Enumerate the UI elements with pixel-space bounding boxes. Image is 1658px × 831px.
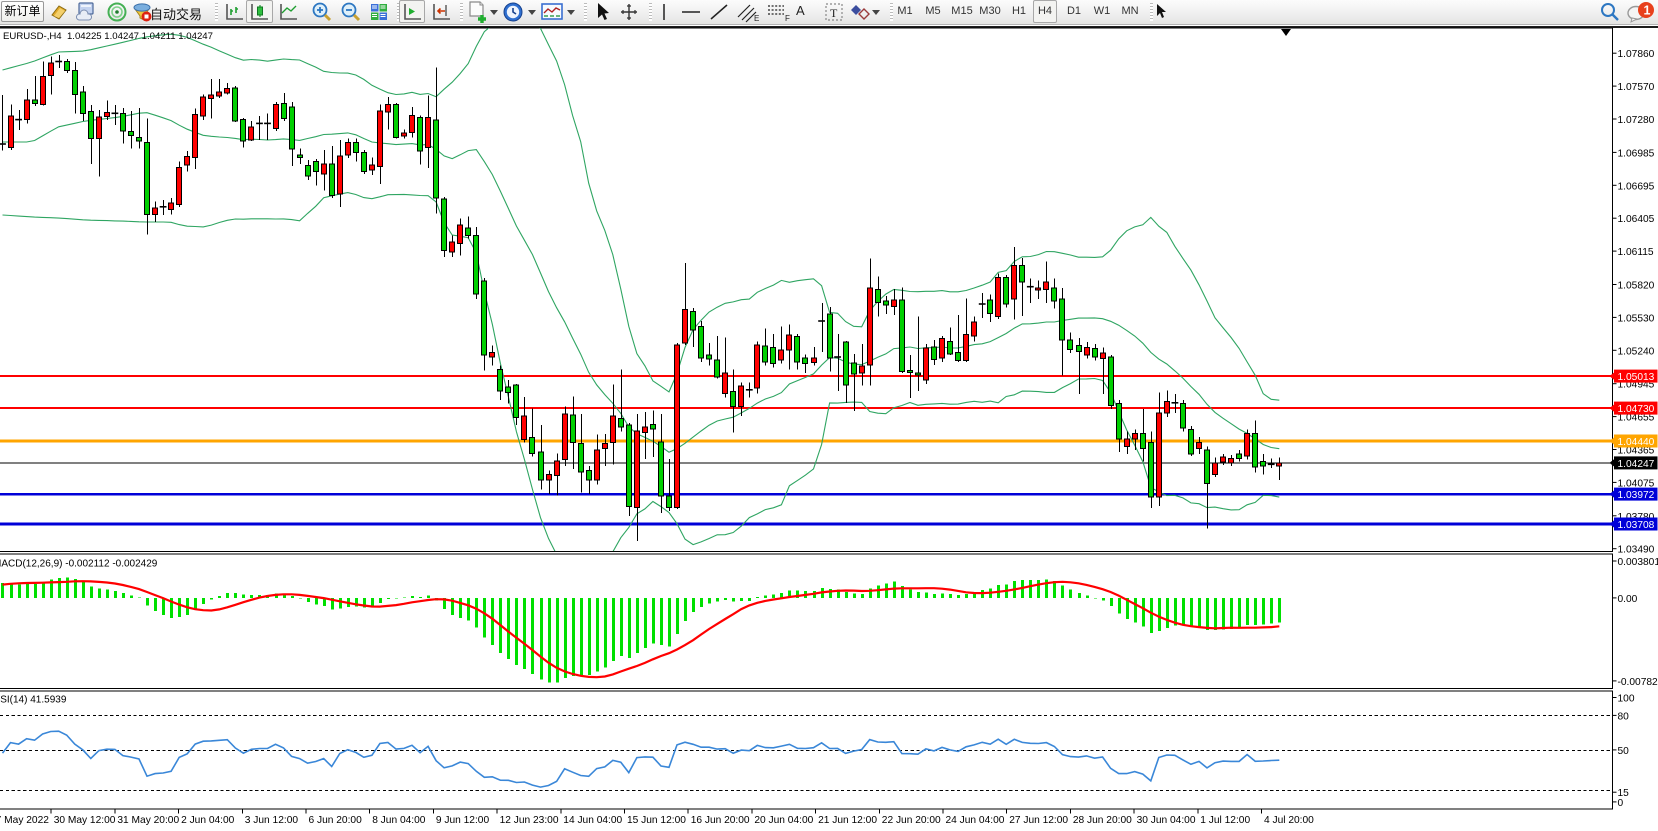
- svg-text:27 May 2022: 27 May 2022: [0, 815, 49, 826]
- svg-text:50: 50: [1618, 746, 1630, 757]
- svg-text:MACD(12,26,9) -0.002112 -0.002: MACD(12,26,9) -0.002112 -0.002429: [0, 559, 158, 570]
- svg-text:RSI(14) 41.5939: RSI(14) 41.5939: [0, 695, 67, 706]
- svg-text:31 May 20:00: 31 May 20:00: [117, 815, 179, 826]
- svg-text:1.03780: 1.03780: [1618, 512, 1655, 523]
- svg-text:1.06695: 1.06695: [1618, 181, 1655, 192]
- svg-text:2 Jun 04:00: 2 Jun 04:00: [181, 815, 235, 826]
- svg-text:14 Jun 04:00: 14 Jun 04:00: [563, 815, 622, 826]
- svg-text:0.003801: 0.003801: [1618, 557, 1658, 568]
- svg-text:T: T: [830, 6, 838, 20]
- svg-text:22 Jun 20:00: 22 Jun 20:00: [882, 815, 941, 826]
- svg-text:1.07570: 1.07570: [1618, 82, 1655, 93]
- svg-text:1.06405: 1.06405: [1618, 214, 1655, 225]
- svg-text:30 Jun 04:00: 30 Jun 04:00: [1137, 815, 1196, 826]
- svg-text:1.05820: 1.05820: [1618, 281, 1655, 292]
- svg-text:1.07280: 1.07280: [1618, 115, 1655, 126]
- svg-text:0.00: 0.00: [1618, 594, 1638, 605]
- svg-text:4 Jul 20:00: 4 Jul 20:00: [1264, 815, 1314, 826]
- svg-text:3 Jun 12:00: 3 Jun 12:00: [245, 815, 299, 826]
- svg-text:1.04730: 1.04730: [1618, 404, 1655, 415]
- svg-text:1 Jul 12:00: 1 Jul 12:00: [1200, 815, 1250, 826]
- svg-text:1.05013: 1.05013: [1618, 372, 1655, 383]
- svg-text:80: 80: [1618, 711, 1630, 722]
- svg-text:1.03708: 1.03708: [1618, 520, 1655, 531]
- svg-text:-0.007827: -0.007827: [1618, 677, 1658, 688]
- svg-text:1.04945: 1.04945: [1618, 380, 1655, 391]
- svg-text:1.04440: 1.04440: [1618, 437, 1655, 448]
- svg-text:0: 0: [1618, 798, 1624, 809]
- svg-text:F: F: [785, 14, 790, 23]
- svg-text:30 May 12:00: 30 May 12:00: [54, 815, 116, 826]
- svg-text:1.04365: 1.04365: [1618, 446, 1655, 457]
- svg-text:1.05530: 1.05530: [1618, 313, 1655, 324]
- svg-text:100: 100: [1618, 694, 1635, 705]
- svg-text:16 Jun 20:00: 16 Jun 20:00: [691, 815, 750, 826]
- svg-text:1: 1: [1644, 4, 1651, 18]
- svg-text:8 Jun 04:00: 8 Jun 04:00: [372, 815, 426, 826]
- svg-text:1.03490: 1.03490: [1618, 545, 1655, 556]
- svg-text:1.04655: 1.04655: [1618, 413, 1655, 424]
- svg-text:EURUSD-,H4 1.04225 1.04247 1.: EURUSD-,H4 1.04225 1.04247 1.04211 1.042…: [3, 31, 213, 42]
- svg-text:1.03972: 1.03972: [1618, 490, 1655, 501]
- svg-text:20 Jun 04:00: 20 Jun 04:00: [754, 815, 813, 826]
- svg-text:1.04075: 1.04075: [1618, 478, 1655, 489]
- svg-text:6 Jun 20:00: 6 Jun 20:00: [309, 815, 363, 826]
- svg-text:1.05240: 1.05240: [1618, 346, 1655, 357]
- svg-text:21 Jun 12:00: 21 Jun 12:00: [818, 815, 877, 826]
- svg-text:15 Jun 12:00: 15 Jun 12:00: [627, 815, 686, 826]
- svg-text:28 Jun 20:00: 28 Jun 20:00: [1073, 815, 1132, 826]
- svg-text:1.04247: 1.04247: [1618, 459, 1655, 470]
- svg-text:E: E: [754, 14, 759, 23]
- svg-text:24 Jun 04:00: 24 Jun 04:00: [946, 815, 1005, 826]
- svg-text:1.06985: 1.06985: [1618, 148, 1655, 159]
- svg-text:15: 15: [1618, 788, 1630, 799]
- svg-text:9 Jun 12:00: 9 Jun 12:00: [436, 815, 490, 826]
- svg-text:12 Jun 23:00: 12 Jun 23:00: [500, 815, 559, 826]
- svg-text:1.07860: 1.07860: [1618, 49, 1655, 60]
- svg-text:27 Jun 12:00: 27 Jun 12:00: [1009, 815, 1068, 826]
- svg-text:1.06115: 1.06115: [1618, 247, 1654, 258]
